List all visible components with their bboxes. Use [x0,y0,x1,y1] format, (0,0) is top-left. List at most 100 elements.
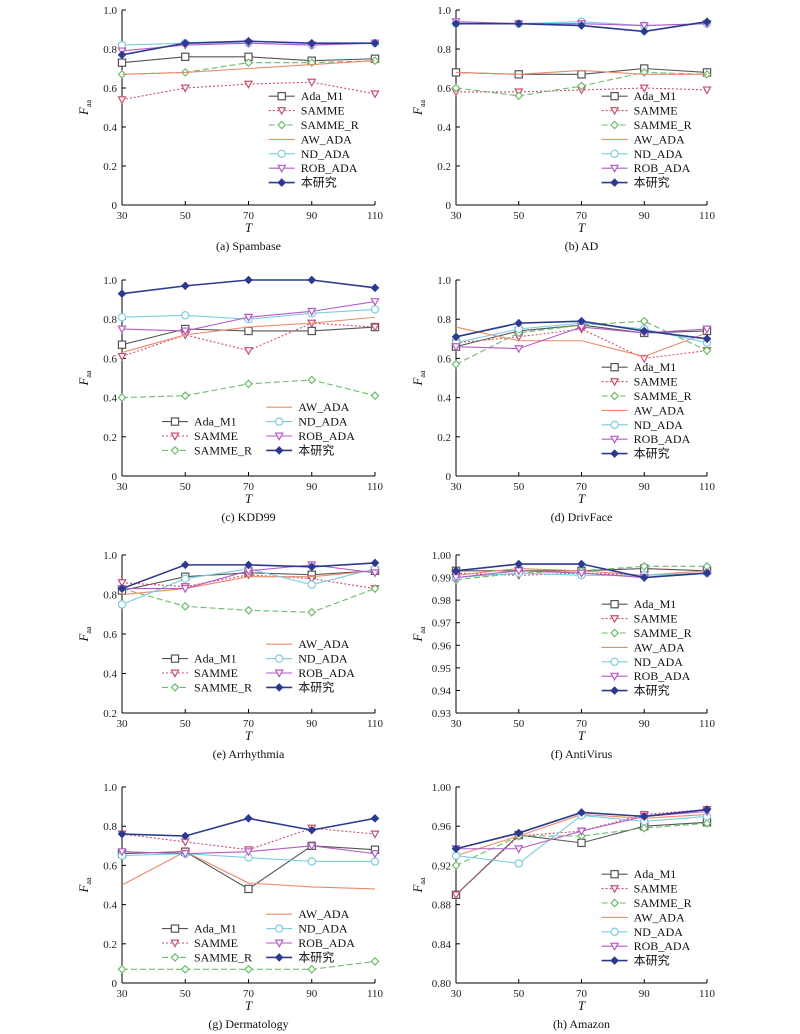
y-tick-label: 0.2 [437,161,451,173]
series-line [455,320,708,365]
series-line [121,574,376,590]
legend-swatch-marker [610,599,619,609]
legend-swatch-marker [170,939,180,948]
legend-entry-label: AW_ADA [298,400,349,414]
x-tick-label: 110 [367,210,384,222]
data-point [639,316,649,326]
legend-entry-label: ROB_ADA [298,666,355,680]
y-tick-label: 1.0 [103,782,117,794]
y-tick-label: 0.94 [432,685,452,697]
y-tick-label: 0.6 [103,629,117,641]
data-point [244,379,253,389]
x-tick-label: 110 [699,988,716,1000]
y-tick-label: 0.6 [103,83,117,95]
y-axis-label: Faa [76,100,93,117]
legend-entry-label: ND_ADA [634,418,684,432]
data-point [370,298,380,307]
legend-swatch-marker [609,885,620,894]
data-point [117,352,127,362]
y-axis-label: Faa [76,626,93,643]
data-point [181,574,190,583]
data-point [244,605,253,615]
y-tick-label: 0.97 [432,618,452,630]
data-point [180,850,190,859]
y-tick-label: 1.0 [437,5,451,17]
data-point [577,559,586,569]
data-point [370,814,380,823]
x-tick-label: 30 [451,210,463,222]
legend-entry-label: AW_ADA [634,910,685,924]
legend-entry-label: ROB_ADA [634,432,691,446]
x-tick-label: 90 [639,210,651,222]
panel-caption: (a) Spambase [216,239,281,253]
y-tick-label: 0 [446,471,452,483]
legend-swatch-marker [274,683,284,692]
x-axis-label: T [578,491,586,506]
legend-swatch-marker [277,164,287,174]
y-tick-label: 0.93 [432,708,452,720]
panel-caption: (c) KDD99 [221,510,275,524]
panel-caption: (b) AD [565,239,599,253]
series-ROB_ADA [117,298,380,336]
legend-entry-label: Ada_M1 [194,652,237,666]
data-point [307,964,317,974]
y-tick-label: 0.99 [432,573,452,585]
legend-entry-label: AW_ADA [298,637,349,651]
y-axis-label-subscript: aa [418,626,427,634]
data-point [370,90,380,99]
series-AW_ADA [121,851,376,890]
legend-entry-label: Ada_M1 [634,597,677,611]
data-point [307,326,316,336]
data-point [117,289,127,299]
x-tick-label: 70 [576,718,588,730]
legend-entry-label: SAMME [194,666,238,680]
legend-swatch-marker [609,435,620,445]
series-Ada_M1 [451,64,712,79]
data-point [702,334,712,344]
legend-entry-label: 本研究 [298,442,334,457]
legend-entry-label: 本研究 [634,953,670,968]
chart-panel-1: 0 0.2 0.4 0.6 0.8 1.0 30 50 70 90 110 T Faa (a) Spamb… [76,5,384,253]
data-point [117,340,127,349]
data-point [577,21,586,30]
data-point [639,354,649,364]
data-point [117,584,127,593]
series-line [121,81,376,101]
data-point [370,38,380,48]
series-line [455,565,707,581]
legend-entry-label: ROB_ADA [298,429,355,443]
data-point [117,50,127,60]
y-tick-label: 1.0 [103,550,117,562]
data-point [180,281,190,291]
data-point [243,848,254,857]
y-axis-label: Faa [76,877,93,894]
legend-swatch-marker [609,378,620,387]
legend-entry-label: SAMME_R [634,389,692,403]
legend-entry-label: SAMME [301,104,345,118]
x-tick-label: 30 [117,210,129,222]
series-本研究 [117,814,380,841]
legend-swatch-marker [275,654,284,663]
chart-panel-6: 0.93 0.94 0.95 0.96 0.97 0.98 0.99 1.00 30 50 70 90… [410,550,716,761]
x-tick-label: 90 [306,210,318,222]
x-tick-label: 90 [639,988,651,1000]
y-tick-label: 0.4 [103,900,117,912]
data-point [639,573,649,582]
y-tick-label: 0.8 [103,314,117,326]
data-point [639,823,649,833]
legend-swatch-marker [170,654,180,663]
series-本研究 [117,275,380,299]
data-point [577,70,586,79]
legend-entry-label: 本研究 [298,949,334,964]
data-point [451,332,461,342]
legend-entry-label: SAMME [634,612,678,626]
x-tick-label: 90 [306,718,318,730]
data-point [307,562,317,572]
data-point [514,91,524,101]
legend-entry-label: 本研究 [634,446,670,461]
legend-entry-label: 本研究 [634,175,670,190]
legend-swatch-marker [275,417,284,426]
legend-swatch-marker [170,432,180,441]
legend-swatch-marker [610,898,620,908]
